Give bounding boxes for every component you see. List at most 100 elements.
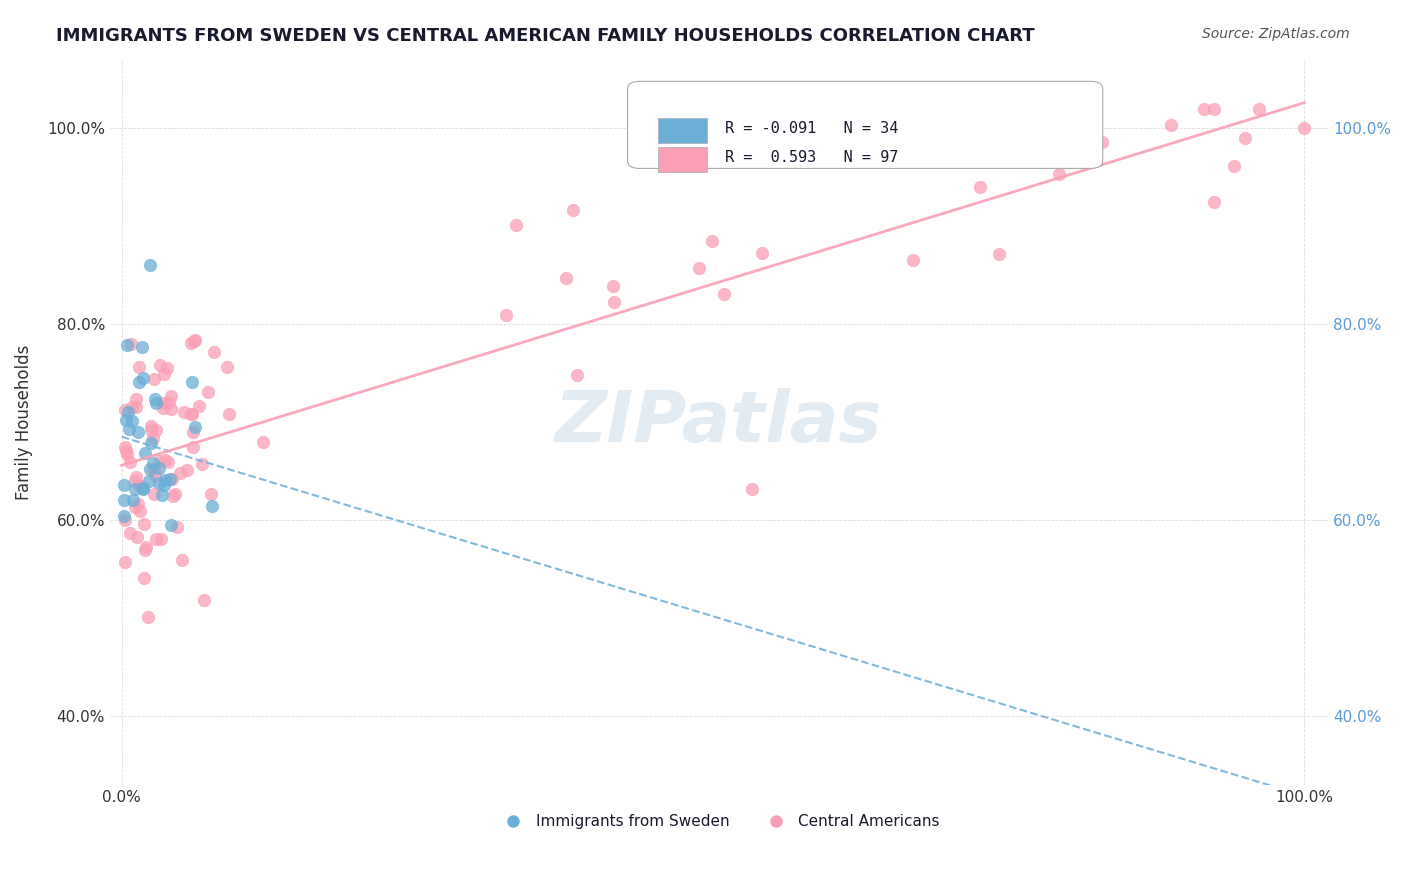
Point: [112, 478, 135, 492]
Point: [159, 472, 181, 486]
Point: [688, 260, 710, 275]
Point: [153, 395, 176, 409]
Point: [252, 434, 274, 449]
Point: [1247, 102, 1270, 116]
Point: [128, 359, 150, 374]
Point: [176, 463, 198, 477]
Point: [157, 455, 180, 469]
FancyBboxPatch shape: [627, 81, 1102, 169]
Point: [141, 435, 163, 450]
Point: [127, 425, 149, 439]
Point: [122, 493, 145, 508]
Point: [160, 401, 183, 416]
Point: [121, 414, 143, 428]
Point: [181, 408, 204, 422]
Point: [134, 543, 156, 558]
Point: [114, 513, 136, 527]
Point: [139, 258, 162, 272]
Point: [901, 252, 924, 267]
Point: [135, 540, 157, 554]
Point: [181, 440, 204, 454]
Point: [149, 358, 172, 372]
Point: [118, 455, 141, 469]
Legend: Immigrants from Sweden, Central Americans: Immigrants from Sweden, Central American…: [492, 808, 946, 836]
Point: [153, 478, 176, 492]
Point: [118, 525, 141, 540]
Text: IMMIGRANTS FROM SWEDEN VS CENTRAL AMERICAN FAMILY HOUSEHOLDS CORRELATION CHART: IMMIGRANTS FROM SWEDEN VS CENTRAL AMERIC…: [56, 27, 1035, 45]
Point: [114, 556, 136, 570]
Point: [114, 440, 136, 454]
Point: [139, 423, 162, 437]
Text: Source: ZipAtlas.com: Source: ZipAtlas.com: [1202, 27, 1350, 41]
Point: [184, 420, 207, 434]
Point: [713, 287, 735, 301]
Point: [138, 462, 160, 476]
Point: [136, 610, 159, 624]
Point: [114, 443, 136, 458]
Point: [148, 461, 170, 475]
Point: [201, 499, 224, 513]
Point: [127, 497, 149, 511]
Point: [115, 413, 138, 427]
Point: [125, 530, 148, 544]
Point: [159, 389, 181, 403]
Point: [562, 202, 585, 217]
Point: [149, 532, 172, 546]
Point: [131, 340, 153, 354]
Point: [181, 425, 204, 439]
Point: [125, 392, 148, 406]
Y-axis label: Family Households: Family Households: [15, 344, 32, 500]
Point: [117, 447, 139, 461]
Point: [183, 334, 205, 349]
Point: [181, 375, 204, 389]
Point: [187, 399, 209, 413]
Point: [132, 571, 155, 585]
Point: [114, 402, 136, 417]
Point: [1204, 102, 1226, 116]
Point: [125, 400, 148, 414]
Point: [145, 532, 167, 546]
Point: [554, 271, 576, 285]
Text: R = -0.091   N = 34: R = -0.091 N = 34: [725, 121, 898, 136]
Point: [495, 308, 517, 322]
Point: [134, 516, 156, 531]
Point: [149, 454, 172, 468]
Point: [115, 337, 138, 351]
Point: [200, 487, 222, 501]
Point: [128, 504, 150, 518]
Point: [602, 294, 624, 309]
Point: [124, 482, 146, 496]
Point: [142, 487, 165, 501]
Point: [148, 476, 170, 491]
Text: R =  0.593   N = 97: R = 0.593 N = 97: [725, 150, 898, 165]
Point: [129, 479, 152, 493]
Point: [1204, 194, 1226, 209]
Point: [751, 246, 773, 260]
Point: [173, 405, 195, 419]
Point: [112, 508, 135, 523]
Point: [197, 384, 219, 399]
Point: [124, 474, 146, 488]
FancyBboxPatch shape: [658, 118, 707, 143]
Point: [1011, 116, 1033, 130]
Point: [156, 361, 179, 376]
Point: [700, 234, 723, 248]
Point: [117, 405, 139, 419]
Point: [145, 468, 167, 483]
Point: [1192, 102, 1215, 116]
Point: [969, 179, 991, 194]
Point: [169, 466, 191, 480]
Point: [152, 367, 174, 381]
Point: [180, 407, 202, 421]
Point: [143, 372, 166, 386]
Point: [1040, 143, 1063, 157]
Point: [142, 432, 165, 446]
Point: [165, 487, 187, 501]
Point: [157, 394, 180, 409]
Point: [142, 456, 165, 470]
Point: [190, 458, 212, 472]
Point: [143, 463, 166, 477]
Point: [139, 418, 162, 433]
Point: [152, 488, 174, 502]
Point: [193, 593, 215, 607]
